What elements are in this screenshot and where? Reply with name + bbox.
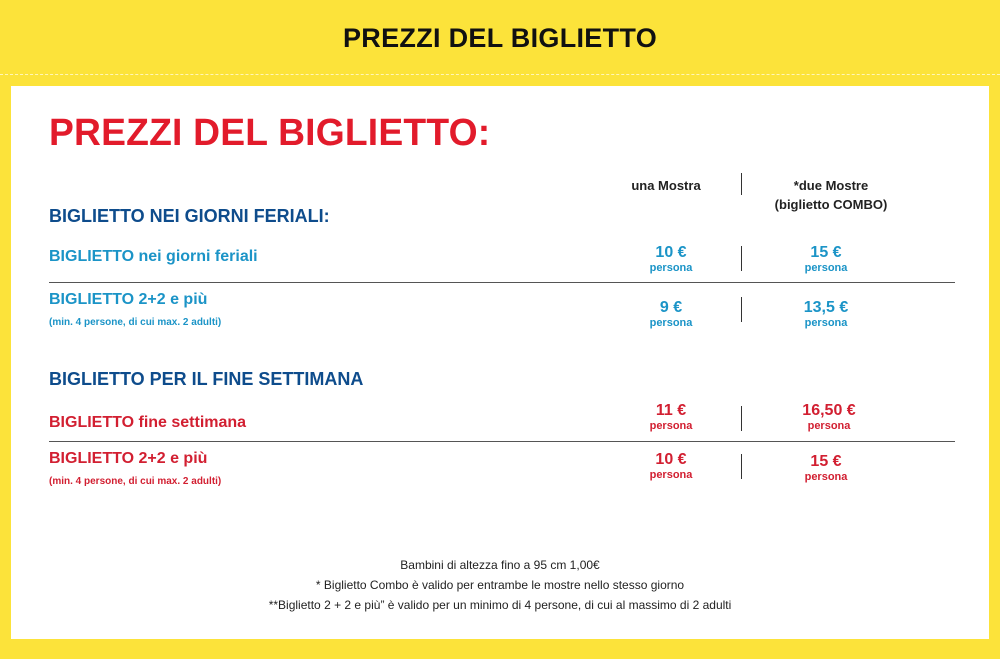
header-title: PREZZI DEL BIGLIETTO xyxy=(342,22,658,53)
footnote-children: Bambini di altezza fino a 95 cm 1,00€ xyxy=(400,558,600,572)
page-header: PREZZI DEL BIGLIETTO xyxy=(0,0,1000,76)
column-one-label: una Mostra xyxy=(631,178,701,193)
price-unit: persona xyxy=(649,317,693,329)
weekend-row-2-price-one: 10 € persona xyxy=(611,451,731,482)
weekday-row-2-title: BIGLIETTO 2+2 e più xyxy=(49,291,208,308)
weekend-row-2-price-two: 15 € persona xyxy=(766,453,886,484)
row-separator xyxy=(741,297,742,322)
weekday-row-2-price-two: 13,5 € persona xyxy=(766,299,886,330)
weekday-row-1-price-two: 15 € persona xyxy=(766,244,886,275)
price-unit: persona xyxy=(649,262,693,274)
weekday-row-divider xyxy=(49,282,955,283)
row-separator xyxy=(741,406,742,431)
weekend-row-1-title: BIGLIETTO fine settimana xyxy=(49,414,247,431)
weekday-row-1-price-one: 10 € persona xyxy=(611,244,731,275)
column-two-mostre: *due Mostre (biglietto COMBO) xyxy=(761,176,901,214)
column-one-mostra: una Mostra xyxy=(606,176,726,195)
price-amount: 13,5 € xyxy=(803,299,849,316)
price-amount: 10 € xyxy=(655,244,687,261)
weekend-row-2-title: BIGLIETTO 2+2 e più xyxy=(49,450,208,467)
price-unit: persona xyxy=(807,420,851,432)
price-unit: persona xyxy=(649,469,693,481)
row-separator xyxy=(741,454,742,479)
row-separator xyxy=(741,246,742,271)
price-card: PREZZI DEL BIGLIETTO: una Mostra *due Mo… xyxy=(11,86,989,639)
header-divider xyxy=(0,74,1000,75)
weekend-row-1-price-one: 11 € persona xyxy=(611,402,731,433)
price-amount: 11 € xyxy=(655,402,687,419)
price-unit: persona xyxy=(804,317,848,329)
weekday-row-2-price-one: 9 € persona xyxy=(611,299,731,330)
price-amount: 16,50 € xyxy=(802,402,856,419)
footnotes: Bambini di altezza fino a 95 cm 1,00€ * … xyxy=(11,555,989,615)
weekend-row-divider xyxy=(49,441,955,442)
weekday-row-2-subtitle: (min. 4 persone, di cui max. 2 adulti) xyxy=(49,317,222,328)
price-unit: persona xyxy=(649,420,693,432)
price-amount: 10 € xyxy=(655,451,687,468)
weekend-row-2-subtitle: (min. 4 persone, di cui max. 2 adulti) xyxy=(49,476,222,487)
price-amount: 15 € xyxy=(810,244,842,261)
weekday-row-1-title: BIGLIETTO nei giorni feriali xyxy=(49,248,258,265)
price-amount: 9 € xyxy=(659,299,683,316)
column-header-separator xyxy=(741,173,742,195)
card-title: PREZZI DEL BIGLIETTO: xyxy=(49,112,491,154)
column-two-label: *due Mostre xyxy=(793,178,869,193)
column-two-sublabel: (biglietto COMBO) xyxy=(774,197,888,212)
footnote-combo: * Biglietto Combo è valido per entrambe … xyxy=(315,578,685,592)
price-amount: 15 € xyxy=(810,453,842,470)
price-unit: persona xyxy=(804,262,848,274)
weekend-section-title: BIGLIETTO PER IL FINE SETTIMANA xyxy=(49,369,364,389)
weekday-section-title: BIGLIETTO NEI GIORNI FERIALI: xyxy=(49,206,330,226)
footnote-group: **Biglietto 2 + 2 e più” è valido per un… xyxy=(268,598,732,612)
weekend-row-1-price-two: 16,50 € persona xyxy=(769,402,889,433)
price-unit: persona xyxy=(804,471,848,483)
